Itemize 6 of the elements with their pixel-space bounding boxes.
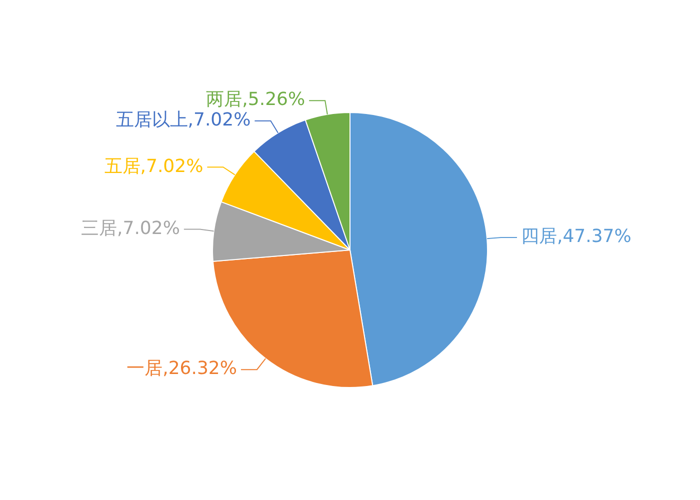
slice-label: 四居,47.37% [520, 226, 632, 248]
slice-label: 五居以上,7.02% [116, 110, 251, 131]
slice-label: 两居,5.26% [206, 89, 306, 110]
slice-label: 一居,26.32% [126, 358, 237, 380]
slice-label: 五居,7.02% [104, 156, 204, 177]
slice-label: 三居,7.02% [81, 218, 180, 239]
